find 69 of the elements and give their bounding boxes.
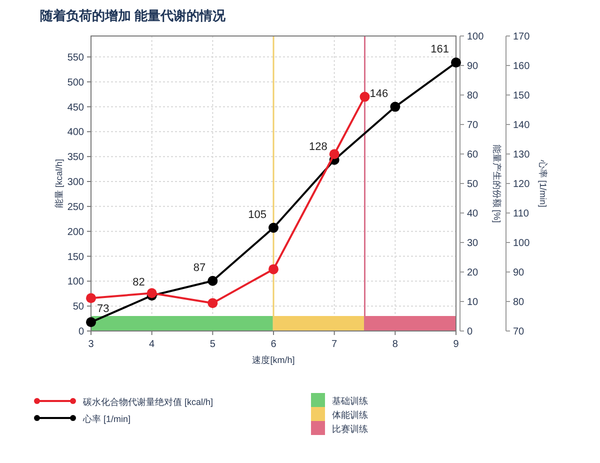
- point: [146, 288, 157, 298]
- y-tick-label: 0: [78, 326, 84, 338]
- y-tick-label: 100: [67, 276, 84, 288]
- point: [329, 149, 340, 160]
- y-tick-label: 450: [67, 102, 84, 114]
- y3-axis-title: 心率 [1/min]: [538, 158, 548, 208]
- x-tick-label: 5: [210, 339, 216, 350]
- legend-label: 比赛训练: [332, 424, 368, 434]
- point: [360, 92, 370, 102]
- y2-tick-label: 20: [467, 268, 479, 278]
- y3-tick-label: 150: [513, 90, 530, 102]
- y3-tick-label: 100: [513, 238, 530, 249]
- y2-tick-label: 100: [467, 32, 484, 42]
- y-tick-label: 350: [67, 152, 84, 164]
- y2-axis-title: 能量产生的份额 [%]: [492, 144, 502, 223]
- y2-tick-label: 70: [467, 120, 479, 131]
- y-tick-label: 500: [67, 77, 84, 88]
- data-label: 128: [308, 140, 328, 153]
- chart-title: 随着负荷的增加 能量代谢的情况: [40, 8, 227, 23]
- point: [208, 276, 218, 286]
- point: [86, 293, 96, 304]
- data-label: 87: [193, 262, 206, 274]
- y-axis-title: 能量 [kcal/h]: [54, 158, 64, 208]
- x-tick-label: 6: [270, 339, 277, 350]
- point: [268, 222, 278, 233]
- y3-tick-label: 80: [513, 297, 525, 308]
- data-label: 161: [430, 44, 449, 56]
- x-tick-label: 3: [88, 339, 94, 350]
- y2-tick-label: 0: [467, 326, 473, 338]
- data-label: 82: [132, 276, 145, 289]
- y2-tick-label: 50: [467, 179, 479, 190]
- y3-tick-label: 90: [513, 268, 525, 278]
- legend-label: 碳水化合物代谢量绝对值 [kcal/h]: [82, 397, 214, 407]
- y3-tick-label: 110: [513, 208, 530, 220]
- point: [208, 298, 218, 308]
- data-label: 105: [248, 208, 266, 221]
- y2-tick-label: 40: [467, 208, 479, 220]
- y3-tick-label: 120: [513, 179, 530, 190]
- y2-tick-label: 60: [467, 150, 479, 160]
- y-tick-label: 250: [67, 202, 84, 213]
- y2-tick-label: 10: [467, 297, 479, 308]
- x-tick-label: 4: [149, 339, 156, 350]
- legend-label: 基础训练: [332, 396, 368, 406]
- y2-tick-label: 90: [467, 61, 479, 72]
- y-tick-label: 400: [67, 127, 84, 138]
- legend-label: 心率 [1/min]: [82, 414, 131, 424]
- x-tick-label: 9: [453, 339, 460, 350]
- legend-label: 体能训练: [332, 410, 368, 420]
- y3-tick-label: 160: [513, 61, 530, 72]
- y-tick-label: 300: [67, 177, 84, 188]
- x-tick-label: 8: [392, 339, 398, 350]
- data-label: 146: [370, 88, 388, 100]
- point: [390, 102, 400, 112]
- point: [268, 264, 278, 274]
- y2-tick-label: 80: [467, 90, 479, 102]
- y-tick-label: 200: [67, 226, 84, 238]
- y3-tick-label: 70: [513, 326, 525, 338]
- y2-tick-label: 30: [467, 238, 479, 249]
- data-label: 73: [97, 303, 110, 316]
- y3-tick-label: 140: [513, 120, 530, 131]
- y-tick-label: 550: [67, 52, 84, 64]
- y3-tick-label: 170: [513, 32, 530, 42]
- point: [451, 58, 461, 68]
- x-axis-title: 速度[km/h]: [252, 355, 295, 365]
- x-tick-label: 7: [332, 339, 338, 350]
- y-tick-label: 50: [72, 302, 84, 313]
- y3-tick-label: 130: [513, 150, 530, 160]
- y-tick-label: 150: [67, 252, 84, 263]
- point: [86, 317, 96, 328]
